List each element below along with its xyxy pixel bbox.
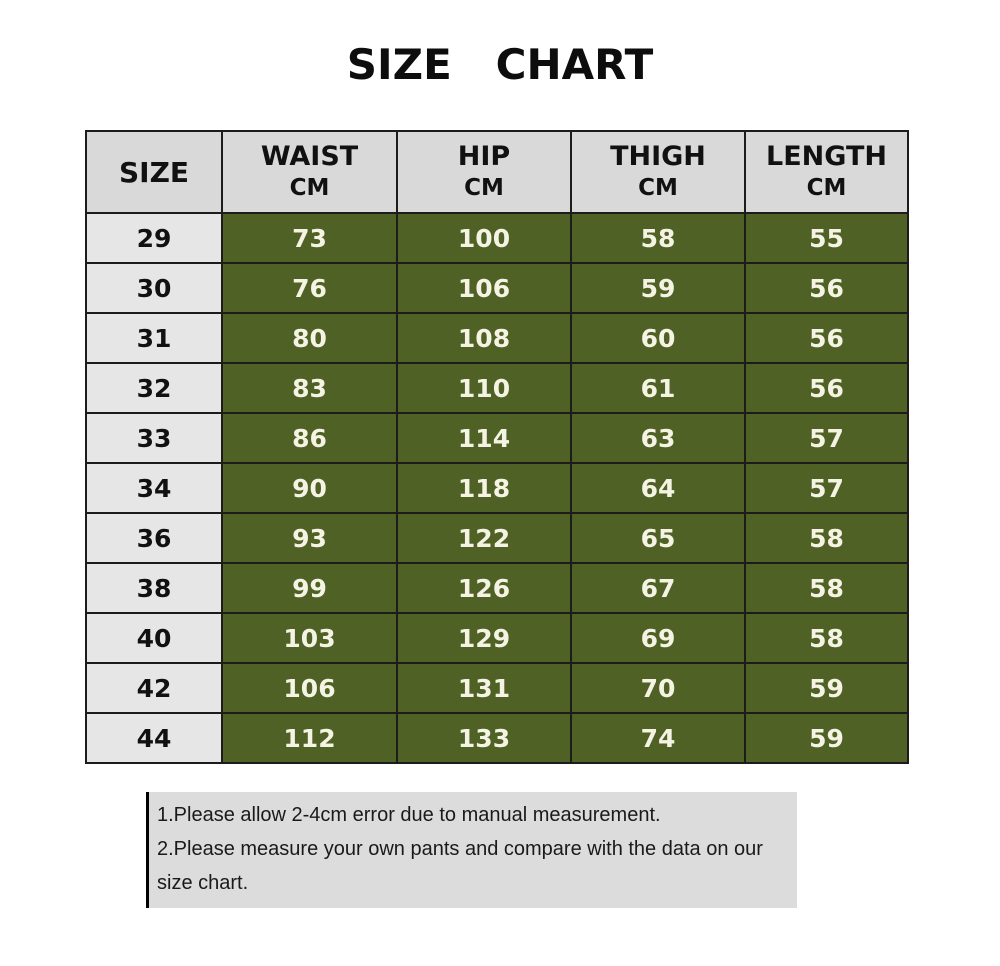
thigh-cell: 58 — [570, 212, 746, 264]
hip-cell: 118 — [396, 462, 572, 514]
size-cell: 32 — [85, 362, 223, 414]
table-row: 42 106 131 70 59 — [85, 662, 909, 714]
thigh-cell: 63 — [570, 412, 746, 464]
table-row: 34 90 118 64 57 — [85, 462, 909, 514]
thigh-cell: 61 — [570, 362, 746, 414]
size-cell: 40 — [85, 612, 223, 664]
note-line-1: 1.Please allow 2-4cm error due to manual… — [157, 804, 661, 826]
hip-cell: 110 — [396, 362, 572, 414]
length-cell: 56 — [744, 262, 909, 314]
size-table: SIZE WAIST CM HIP CM THIGH CM LENGTH CM — [85, 130, 909, 764]
length-cell: 58 — [744, 512, 909, 564]
size-cell: 31 — [85, 312, 223, 364]
header-unit-hip: CM — [464, 175, 504, 201]
length-cell: 59 — [744, 712, 909, 764]
waist-cell: 73 — [221, 212, 398, 264]
length-cell: 56 — [744, 312, 909, 364]
size-cell: 30 — [85, 262, 223, 314]
page-title: SIZE CHART — [346, 40, 654, 89]
size-cell: 29 — [85, 212, 223, 264]
table-row: 30 76 106 59 56 — [85, 262, 909, 314]
hip-cell: 108 — [396, 312, 572, 364]
note-line-2: 2.Please measure your own pants and comp… — [157, 838, 763, 894]
length-cell: 56 — [744, 362, 909, 414]
hip-cell: 129 — [396, 612, 572, 664]
length-cell: 58 — [744, 612, 909, 664]
size-cell: 44 — [85, 712, 223, 764]
hip-cell: 122 — [396, 512, 572, 564]
size-cell: 34 — [85, 462, 223, 514]
header-label-thigh: THIGH — [610, 141, 706, 172]
header-label-length: LENGTH — [766, 141, 887, 172]
thigh-cell: 69 — [570, 612, 746, 664]
waist-cell: 86 — [221, 412, 398, 464]
header-row: SIZE WAIST CM HIP CM THIGH CM LENGTH CM — [85, 130, 909, 214]
header-cell-thigh: THIGH CM — [570, 130, 746, 214]
size-cell: 42 — [85, 662, 223, 714]
hip-cell: 106 — [396, 262, 572, 314]
length-cell: 58 — [744, 562, 909, 614]
header-cell-length: LENGTH CM — [744, 130, 909, 214]
table-row: 38 99 126 67 58 — [85, 562, 909, 614]
thigh-cell: 64 — [570, 462, 746, 514]
length-cell: 57 — [744, 462, 909, 514]
table-row: 33 86 114 63 57 — [85, 412, 909, 464]
hip-cell: 114 — [396, 412, 572, 464]
hip-cell: 126 — [396, 562, 572, 614]
waist-cell: 103 — [221, 612, 398, 664]
header-unit-length: CM — [806, 175, 847, 201]
hip-cell: 133 — [396, 712, 572, 764]
table-row: 36 93 122 65 58 — [85, 512, 909, 564]
hip-cell: 131 — [396, 662, 572, 714]
length-cell: 59 — [744, 662, 909, 714]
size-cell: 33 — [85, 412, 223, 464]
length-cell: 57 — [744, 412, 909, 464]
header-label-hip: HIP — [457, 141, 511, 172]
table-row: 31 80 108 60 56 — [85, 312, 909, 364]
header-cell-hip: HIP CM — [396, 130, 572, 214]
waist-cell: 93 — [221, 512, 398, 564]
table-row: 29 73 100 58 55 — [85, 212, 909, 264]
waist-cell: 76 — [221, 262, 398, 314]
header-label-waist: WAIST — [260, 141, 359, 172]
thigh-cell: 70 — [570, 662, 746, 714]
thigh-cell: 59 — [570, 262, 746, 314]
waist-cell: 83 — [221, 362, 398, 414]
header-unit-thigh: CM — [638, 175, 678, 201]
thigh-cell: 65 — [570, 512, 746, 564]
table-row: 44 112 133 74 59 — [85, 712, 909, 764]
hip-cell: 100 — [396, 212, 572, 264]
length-cell: 55 — [744, 212, 909, 264]
table-row: 40 103 129 69 58 — [85, 612, 909, 664]
header-unit-waist: CM — [289, 175, 330, 201]
thigh-cell: 74 — [570, 712, 746, 764]
header-cell-size: SIZE — [85, 130, 223, 214]
thigh-cell: 60 — [570, 312, 746, 364]
thigh-cell: 67 — [570, 562, 746, 614]
table-row: 32 83 110 61 56 — [85, 362, 909, 414]
size-cell: 36 — [85, 512, 223, 564]
header-cell-waist: WAIST CM — [221, 130, 398, 214]
notes-box: 1.Please allow 2-4cm error due to manual… — [146, 792, 797, 908]
waist-cell: 112 — [221, 712, 398, 764]
waist-cell: 106 — [221, 662, 398, 714]
waist-cell: 80 — [221, 312, 398, 364]
size-cell: 38 — [85, 562, 223, 614]
waist-cell: 90 — [221, 462, 398, 514]
waist-cell: 99 — [221, 562, 398, 614]
